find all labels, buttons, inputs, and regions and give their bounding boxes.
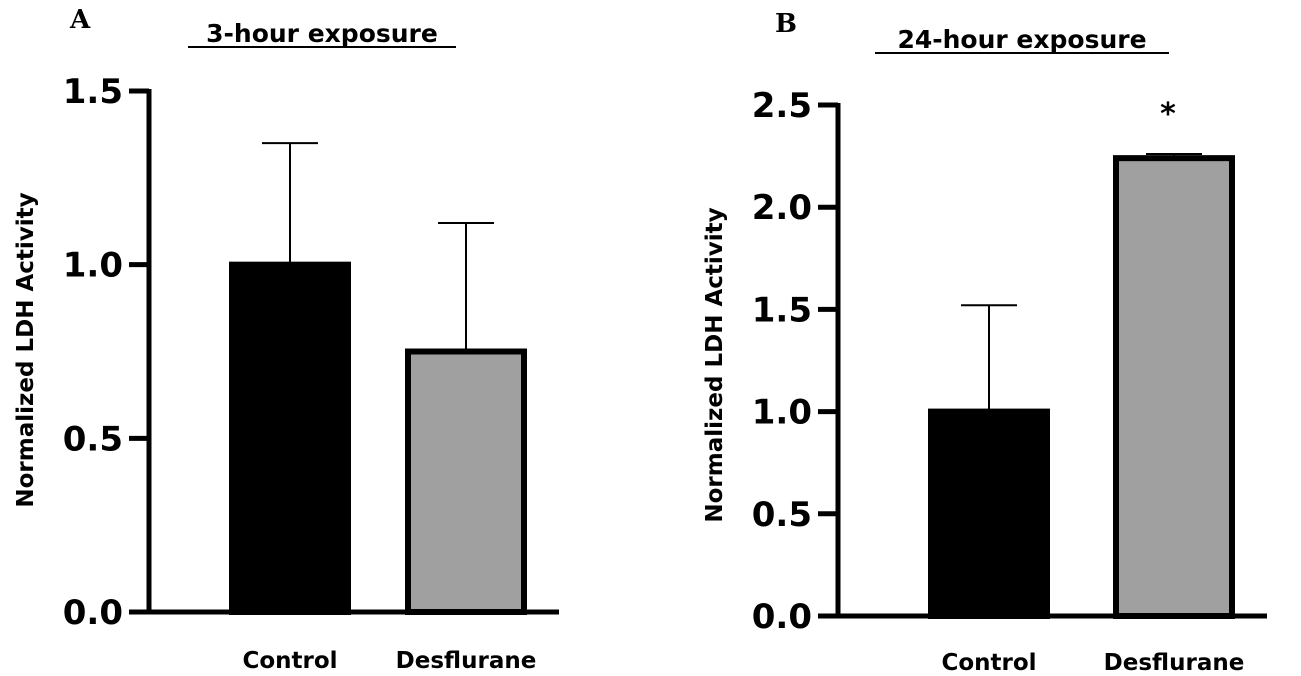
y-tick-label: 1.0 bbox=[752, 393, 812, 433]
panel-title: 3-hour exposure bbox=[206, 19, 438, 48]
plot-area: 0.0 0.5 1.0 1.5 2.0 2.5 Control Desflurane * bbox=[752, 86, 1267, 676]
y-tick-label: 1.0 bbox=[63, 246, 123, 286]
bar-control bbox=[229, 261, 351, 615]
plot-area: 0.0 0.5 1.0 1.5 Control Desflurane bbox=[63, 72, 559, 674]
y-tick-label: 0.0 bbox=[63, 593, 123, 633]
x-category-label: Control bbox=[941, 650, 1036, 676]
panel-letter: A bbox=[69, 5, 91, 35]
panel-title: 24-hour exposure bbox=[897, 25, 1146, 54]
y-tick-label: 0.5 bbox=[63, 419, 123, 459]
x-category-label: Desflurane bbox=[396, 648, 537, 674]
x-category-label: Control bbox=[242, 648, 337, 674]
bar-control bbox=[928, 408, 1050, 619]
y-tick-label: 1.5 bbox=[63, 72, 123, 112]
panel-a: A 3-hour exposure Normalized LDH Activit… bbox=[13, 5, 559, 674]
y-tick-label: 2.0 bbox=[752, 188, 812, 228]
y-tick-label: 0.0 bbox=[752, 597, 812, 637]
y-tick-label: 2.5 bbox=[752, 86, 812, 126]
y-axis-label: Normalized LDH Activity bbox=[702, 207, 728, 522]
significance-marker: * bbox=[1160, 97, 1176, 132]
panel-letter: B bbox=[775, 9, 797, 39]
y-tick-label: 1.5 bbox=[752, 290, 812, 330]
panel-b: B 24-hour exposure Normalized LDH Activi… bbox=[702, 9, 1267, 676]
x-category-label: Desflurane bbox=[1104, 650, 1245, 676]
y-axis-label: Normalized LDH Activity bbox=[13, 192, 39, 507]
bar-desflurane bbox=[1113, 155, 1235, 619]
bar-desflurane bbox=[405, 348, 527, 615]
y-tick-label: 0.5 bbox=[752, 495, 812, 535]
